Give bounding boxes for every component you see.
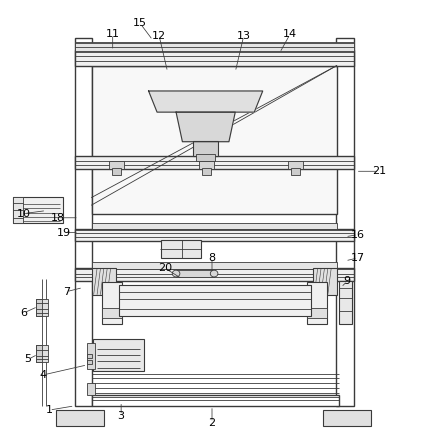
Text: 11: 11 xyxy=(106,29,120,39)
Bar xyxy=(119,285,311,316)
Ellipse shape xyxy=(172,270,180,277)
Text: 13: 13 xyxy=(237,31,251,41)
Text: 16: 16 xyxy=(351,230,365,240)
Text: 10: 10 xyxy=(17,209,31,218)
Ellipse shape xyxy=(210,270,218,277)
Bar xyxy=(14,197,22,223)
Text: 20: 20 xyxy=(159,263,173,274)
Bar xyxy=(199,161,214,169)
Bar xyxy=(92,262,337,270)
Bar xyxy=(87,383,95,395)
Bar xyxy=(196,155,215,161)
Text: 7: 7 xyxy=(63,287,70,297)
Bar xyxy=(92,395,339,406)
Text: 3: 3 xyxy=(117,411,125,420)
Text: 5: 5 xyxy=(25,354,32,365)
Text: 17: 17 xyxy=(351,253,365,263)
Bar xyxy=(109,161,124,169)
Bar xyxy=(176,270,214,277)
Text: 2: 2 xyxy=(209,418,215,428)
Text: 14: 14 xyxy=(283,29,297,39)
Text: 4: 4 xyxy=(39,370,47,380)
Polygon shape xyxy=(148,91,263,112)
Text: 8: 8 xyxy=(209,253,215,263)
Bar xyxy=(75,42,354,51)
Bar xyxy=(102,308,123,318)
Bar xyxy=(75,269,354,281)
Bar xyxy=(93,339,144,371)
Bar xyxy=(312,269,337,295)
Text: 9: 9 xyxy=(344,276,351,286)
Text: 12: 12 xyxy=(152,31,166,41)
Bar xyxy=(339,281,352,324)
Bar xyxy=(307,282,327,324)
Bar xyxy=(336,38,354,406)
Bar xyxy=(92,269,116,295)
Text: 1: 1 xyxy=(46,405,53,415)
Bar xyxy=(14,197,63,223)
Bar xyxy=(75,156,354,169)
Bar xyxy=(92,223,337,229)
Text: 19: 19 xyxy=(57,228,71,238)
Text: 15: 15 xyxy=(133,18,147,28)
Bar xyxy=(36,299,47,316)
Bar xyxy=(307,308,327,318)
Bar xyxy=(75,229,354,241)
Bar xyxy=(161,240,201,258)
Bar xyxy=(56,410,104,426)
Bar xyxy=(36,299,42,316)
Text: 18: 18 xyxy=(51,213,65,223)
Bar xyxy=(87,343,95,369)
Bar xyxy=(75,38,92,406)
Bar xyxy=(193,141,218,156)
Text: 6: 6 xyxy=(20,308,28,318)
Bar xyxy=(290,168,300,174)
Bar xyxy=(202,168,211,174)
Bar xyxy=(288,161,303,169)
Bar xyxy=(92,66,337,214)
Bar xyxy=(36,345,47,362)
Bar xyxy=(87,360,92,365)
Bar xyxy=(112,168,121,174)
Bar xyxy=(36,345,42,362)
Bar xyxy=(102,282,123,324)
Bar xyxy=(87,354,92,358)
Bar xyxy=(323,410,371,426)
Bar xyxy=(75,50,354,66)
Polygon shape xyxy=(176,112,235,142)
Text: 21: 21 xyxy=(372,166,386,176)
